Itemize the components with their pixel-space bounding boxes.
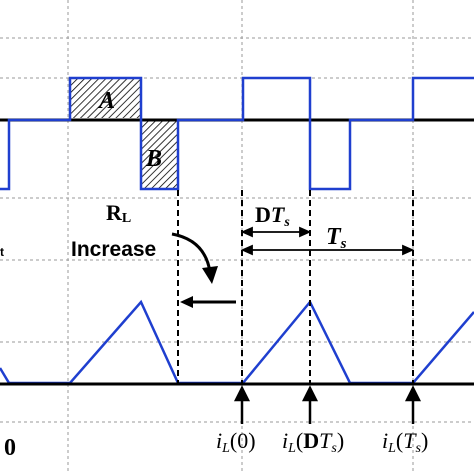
increase-label: Increase [71, 238, 156, 261]
dts-arrow-left [240, 226, 253, 238]
ildts-d: D [303, 428, 319, 453]
interval-arrows [240, 226, 415, 256]
area-b-label: B [145, 146, 162, 172]
dts-d: D [255, 202, 271, 227]
ts-label: Ts [326, 224, 347, 252]
rl-main: R [106, 200, 123, 225]
zero-label: 0 [4, 435, 16, 461]
area-a-label: A [97, 88, 115, 114]
il0-sub: L [221, 441, 230, 456]
ts-arrow-left [240, 244, 253, 256]
ilts-open: ( [396, 428, 403, 453]
ts-arrow-right [402, 244, 415, 256]
il0-label: iL(0) [216, 428, 256, 456]
ilts-label: iL(Ts) [382, 428, 428, 456]
dts-sub: s [283, 215, 290, 230]
sample-arrows [233, 385, 422, 424]
ildts-i: i [282, 428, 288, 453]
dashed-markers [177, 190, 414, 383]
ilts-s: s [416, 441, 422, 456]
ilts-close: ) [421, 428, 428, 453]
curved-arrow [171, 232, 212, 273]
ilts-sub: L [387, 441, 396, 456]
ildts-open: ( [296, 428, 303, 453]
voltage-waveform [0, 76, 474, 191]
ildts-t: T [319, 428, 333, 453]
dts-arrow-right [299, 226, 312, 238]
left-fragment-label: t [0, 245, 4, 259]
il0-i: i [216, 428, 222, 453]
ilts-i: i [382, 428, 388, 453]
area-b-hatch [140, 121, 178, 189]
sample-arrowhead-ts [404, 385, 422, 402]
rl-subscript: L [122, 211, 131, 226]
ildts-sub: L [287, 441, 296, 456]
shift-arrow-head [180, 296, 193, 308]
ts-sub: s [340, 236, 347, 252]
sample-arrowhead-dts [301, 385, 319, 402]
ilts-t: T [403, 428, 417, 453]
ildts-close: ) [337, 428, 344, 453]
dts-label: DTs [255, 202, 290, 230]
curved-arrow-head [202, 266, 218, 284]
area-a-hatch [70, 78, 142, 118]
il0-arg: (0) [230, 428, 256, 453]
ildts-label: iL(DTs) [282, 428, 344, 456]
dts-t: T [271, 202, 286, 227]
ildts-s: s [331, 441, 337, 456]
rl-label: RL [106, 200, 131, 226]
ts-t: T [326, 224, 342, 250]
sample-arrowhead-0 [233, 385, 251, 402]
